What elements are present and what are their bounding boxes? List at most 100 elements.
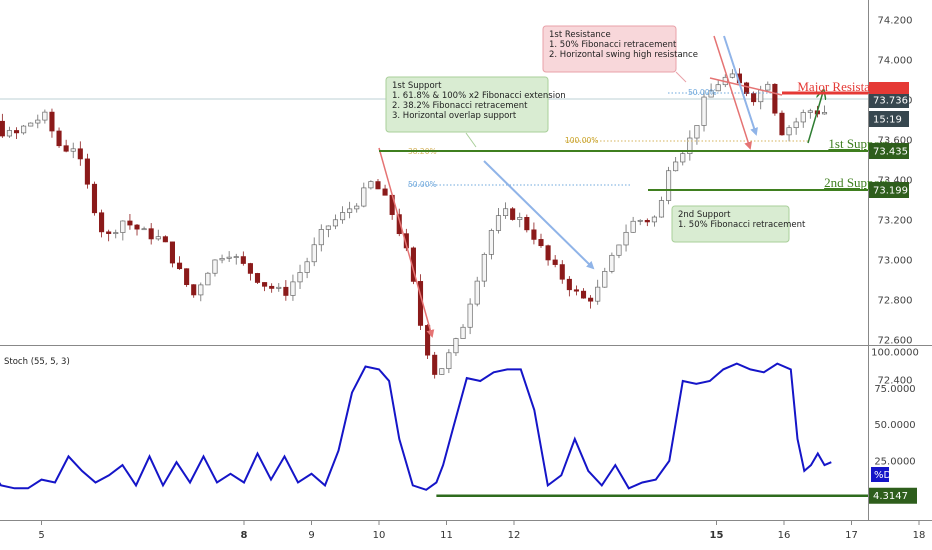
note-pointer bbox=[675, 71, 687, 83]
resistance-trend-line bbox=[709, 77, 783, 96]
fib-label: 50.00% bbox=[688, 88, 717, 97]
candle-body bbox=[0, 120, 5, 137]
stoch-d-badge: %D bbox=[874, 470, 892, 481]
candle-body bbox=[715, 84, 721, 92]
price-tick-label: 73.200 bbox=[878, 216, 913, 227]
candle-body bbox=[800, 112, 806, 123]
price-tick-label: 74.200 bbox=[878, 16, 913, 27]
candle-body bbox=[120, 220, 126, 233]
candle-body bbox=[623, 231, 629, 246]
annotation-box-bg bbox=[542, 25, 677, 73]
candle-body bbox=[758, 89, 764, 103]
candle-body bbox=[198, 284, 204, 296]
annotation-line: 1. 61.8% & 100% x2 Fibonacci extension bbox=[392, 91, 566, 101]
price-tick-label: 72.800 bbox=[878, 296, 913, 307]
candle-body bbox=[495, 215, 502, 231]
candle-body bbox=[566, 278, 572, 291]
stoch-axis[interactable]: 100.0000 75.0000 50.0000 25.0000 bbox=[871, 348, 919, 468]
candle-body bbox=[63, 145, 69, 152]
annotation-box-bg bbox=[671, 205, 790, 243]
time-tick-label: 8 bbox=[241, 530, 248, 541]
second-support-badge: 73.199 bbox=[873, 186, 908, 197]
annotation-line: 2. Horizontal swing high resistance bbox=[549, 50, 698, 60]
note-pointer bbox=[465, 132, 477, 148]
candle-body bbox=[332, 219, 339, 227]
candle-body bbox=[609, 254, 615, 272]
candle-body bbox=[807, 110, 813, 113]
stoch-badges: %D 4.3147 bbox=[869, 467, 917, 504]
candle-body bbox=[240, 256, 246, 264]
price-tick-label: 74.000 bbox=[878, 56, 913, 67]
candle-body bbox=[354, 205, 360, 210]
candle-body bbox=[793, 121, 799, 129]
candle-body bbox=[651, 216, 657, 223]
price-tick-label: 72.400 bbox=[878, 376, 913, 387]
time-tick-label: 10 bbox=[373, 530, 386, 541]
candle-body bbox=[425, 325, 431, 356]
stoch-tick-label: 50.0000 bbox=[874, 420, 915, 431]
stoch-tick-label: 75.0000 bbox=[874, 384, 915, 395]
time-tick-label: 15 bbox=[710, 530, 724, 541]
price-badges: 73.736 15:19 73.435 73.199 bbox=[869, 82, 909, 198]
major-resistance-label: Major Resistance bbox=[797, 79, 888, 94]
candle-body bbox=[56, 130, 62, 147]
candle-body bbox=[318, 229, 324, 246]
candle-body bbox=[347, 208, 353, 213]
fib-label: 50.00% bbox=[408, 180, 437, 189]
candle-body bbox=[517, 217, 523, 220]
candle-body bbox=[743, 82, 750, 94]
candle-body bbox=[205, 272, 211, 286]
annotation-line: 1. 50% Fibonacci retracement bbox=[549, 40, 677, 50]
stoch-support-badge: 4.3147 bbox=[873, 491, 908, 502]
stoch-title: Stoch (55, 5, 3) bbox=[4, 357, 70, 367]
candle-body bbox=[687, 137, 693, 155]
countdown-badge-bg bbox=[869, 111, 909, 127]
time-tick-label: 18 bbox=[913, 530, 926, 541]
candle-body bbox=[70, 148, 76, 152]
candle-body bbox=[113, 232, 119, 234]
candle-body bbox=[446, 352, 452, 369]
candle-body bbox=[616, 244, 622, 256]
candle-body bbox=[481, 253, 487, 282]
candle-body bbox=[630, 220, 636, 233]
candle-body bbox=[226, 256, 232, 259]
annotation-line: 3. Horizontal overlap support bbox=[392, 111, 517, 121]
candle-body bbox=[269, 285, 275, 289]
candle-body bbox=[786, 127, 792, 136]
candle-body bbox=[772, 83, 778, 114]
candle-body bbox=[510, 208, 516, 220]
candle-body bbox=[765, 83, 771, 91]
time-tick-label: 5 bbox=[38, 530, 44, 541]
stoch-panel[interactable]: Stoch (55, 5, 3) 100.0000 75.0000 50.0000 2… bbox=[0, 348, 919, 504]
candle-body bbox=[254, 273, 261, 283]
price-axis[interactable]: 74.20074.00073.80073.60073.40073.20073.0… bbox=[878, 16, 913, 387]
candle-body bbox=[134, 224, 140, 230]
candle-body bbox=[21, 125, 27, 134]
candle-body bbox=[474, 280, 480, 305]
price-panel[interactable] bbox=[0, 0, 868, 344]
candle-body bbox=[708, 90, 714, 98]
stoch-d-badge-bg bbox=[871, 467, 889, 482]
last-price-badge-bg bbox=[869, 92, 909, 108]
price-tick-label: 73.000 bbox=[878, 256, 913, 267]
candle-body bbox=[467, 303, 473, 328]
price-tick-label: 72.600 bbox=[878, 336, 913, 347]
candle-body bbox=[821, 112, 828, 115]
candle-body bbox=[106, 231, 112, 234]
candle-body bbox=[127, 220, 133, 226]
wave-projection-arrow bbox=[723, 35, 758, 136]
annotation-box-bg bbox=[385, 76, 549, 133]
time-axis[interactable]: 345891011121516171819 bbox=[0, 521, 932, 541]
candle-body bbox=[559, 264, 565, 280]
candle-body bbox=[325, 225, 331, 230]
candle-body bbox=[580, 290, 587, 299]
candle-body bbox=[403, 233, 409, 249]
candle-body bbox=[91, 183, 98, 214]
candle-body bbox=[680, 153, 686, 163]
candle-body bbox=[49, 111, 55, 132]
candle-body bbox=[701, 96, 707, 126]
candle-body bbox=[212, 259, 218, 274]
candle-body bbox=[573, 289, 579, 292]
candle-body bbox=[219, 258, 225, 261]
